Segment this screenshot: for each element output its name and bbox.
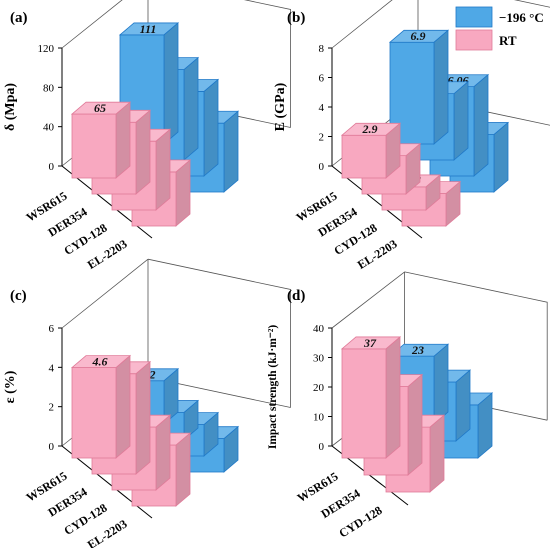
legend-label-rt: RT [499, 33, 517, 48]
data-label: 37 [363, 336, 377, 350]
bar-side-face [223, 110, 239, 193]
y-axis-title: δ (Mpa) [3, 83, 18, 131]
bar-side-face [183, 56, 199, 161]
bar-side-face [135, 109, 151, 195]
y-tick-label: 120 [38, 43, 55, 55]
y-tick-label: 8 [319, 43, 325, 55]
bar-side-face [155, 414, 171, 491]
panel-label: (d) [287, 288, 305, 304]
y-tick-label: 0 [49, 441, 55, 453]
bar-top-face [70, 101, 132, 115]
legend-swatch-rt [455, 29, 493, 51]
bar-side-face [175, 432, 191, 507]
bar-side-face [155, 128, 171, 211]
bar-front-face [71, 113, 117, 179]
bar-front-face [341, 134, 387, 179]
back-top-edge [243, 0, 291, 128]
bar-rt-1: 37 [340, 336, 402, 459]
bar-top-face [340, 336, 402, 350]
y-tick-label: 0 [319, 161, 325, 173]
data-label: 111 [140, 22, 157, 36]
y-tick-label: 30 [313, 353, 325, 365]
bar-top-face [340, 122, 402, 136]
data-label: 6.9 [411, 29, 426, 43]
bar-side-face [203, 78, 219, 177]
bar-side-face [407, 373, 423, 476]
legend-swatch-cold [455, 6, 493, 28]
data-label: 4.6 [92, 355, 108, 369]
y-tick-label: 4 [49, 362, 55, 374]
y-tick-label: 4 [319, 102, 325, 114]
bar-side-face [473, 73, 489, 177]
y-tick-label: 0 [49, 161, 55, 173]
bar-front-face [71, 367, 117, 459]
legend-label-cold: −196 °C [499, 10, 544, 25]
bar-rt-1: 65 [70, 101, 132, 179]
y-tick-label: 40 [313, 323, 325, 335]
bar-side-face [453, 80, 469, 161]
panel-label: (a) [10, 10, 28, 26]
y-tick-label: 20 [313, 382, 325, 394]
y-tick-label: 40 [43, 122, 55, 134]
back-top-edge [404, 271, 548, 421]
back-top-edge [147, 258, 291, 408]
bar-side-face [115, 101, 131, 179]
bar-top-face [388, 29, 450, 43]
y-axis-title: Impact strength (kJ·m⁻²) [267, 325, 279, 449]
data-label: 65 [94, 101, 106, 115]
bar-side-face [385, 336, 401, 459]
data-label: 2.9 [362, 122, 378, 136]
panel-label: (c) [10, 288, 27, 304]
panel-label: (b) [287, 10, 305, 26]
bar-side-face [115, 354, 131, 459]
data-label: 23 [411, 343, 424, 357]
bar-side-face [433, 343, 449, 425]
bar-side-face [163, 22, 179, 145]
y-tick-label: 0 [319, 441, 325, 453]
y-tick-label: 2 [319, 132, 325, 144]
legend: −196 °C RT [455, 6, 544, 51]
y-tick-label: 10 [313, 412, 325, 424]
bar-rt-1: 2.9 [340, 122, 402, 179]
bar-rt-1: 4.6 [70, 354, 132, 459]
bar-front-face [341, 348, 387, 459]
bar-side-face [429, 414, 445, 493]
bar-top-face [70, 355, 132, 368]
y-tick-label: 6 [49, 323, 55, 335]
bar-top-face [118, 22, 180, 36]
bar-side-face [135, 360, 151, 475]
y-axis-title: E (GPa) [273, 82, 288, 131]
y-tick-label: 80 [43, 82, 55, 94]
bar-side-face [433, 29, 449, 145]
y-tick-label: 2 [49, 402, 55, 414]
y-axis-title: ε (%) [3, 370, 18, 403]
y-tick-label: 6 [319, 73, 325, 85]
